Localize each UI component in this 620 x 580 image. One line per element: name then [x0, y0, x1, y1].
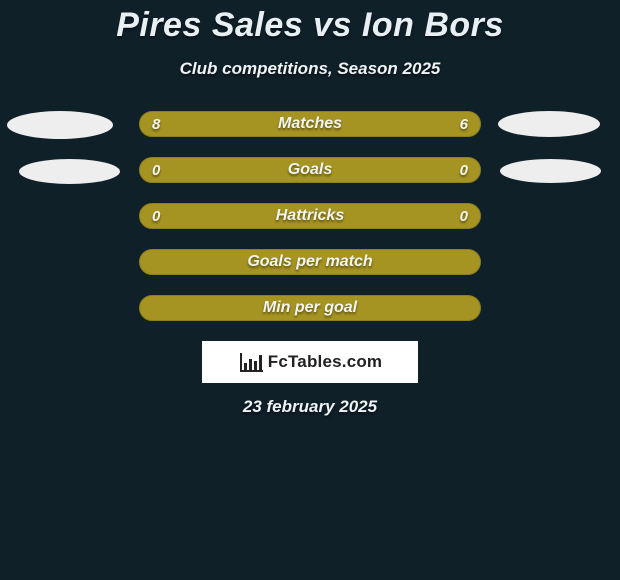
comparison-card: Pires Sales vs Ion Bors Club competition…	[0, 0, 620, 417]
left-player-ellipse	[7, 111, 113, 139]
attribution-box: FcTables.com	[202, 341, 418, 383]
stat-left-value: 0	[152, 204, 160, 230]
stat-row: Min per goal	[0, 295, 620, 321]
stat-pill-hattricks: 0 Hattricks 0	[139, 203, 481, 229]
stat-label: Min per goal	[263, 299, 357, 317]
attribution-text: FcTables.com	[268, 352, 383, 372]
page-subtitle: Club competitions, Season 2025	[0, 59, 620, 79]
right-player-ellipse	[498, 111, 600, 137]
page-title: Pires Sales vs Ion Bors	[0, 0, 620, 45]
stat-left-value: 0	[152, 158, 160, 184]
barchart-icon	[238, 351, 264, 373]
stat-label: Goals per match	[247, 253, 372, 271]
stat-label: Goals	[288, 161, 332, 179]
stat-row: Goals per match	[0, 249, 620, 275]
stats-rows: 8 Matches 6 0 Goals 0 0 Hattricks 0	[0, 111, 620, 321]
stat-pill-goals: 0 Goals 0	[139, 157, 481, 183]
stat-pill-min-per-goal: Min per goal	[139, 295, 481, 321]
stat-right-value: 6	[460, 112, 468, 138]
stat-pill-matches: 8 Matches 6	[139, 111, 481, 137]
date-label: 23 february 2025	[0, 397, 620, 417]
right-player-ellipse	[500, 159, 601, 183]
stat-right-value: 0	[460, 204, 468, 230]
stat-row: 8 Matches 6	[0, 111, 620, 137]
stat-row: 0 Goals 0	[0, 157, 620, 183]
left-player-ellipse	[19, 159, 120, 184]
stat-pill-goals-per-match: Goals per match	[139, 249, 481, 275]
stat-label: Hattricks	[276, 207, 344, 225]
stat-left-value: 8	[152, 112, 160, 138]
stat-right-value: 0	[460, 158, 468, 184]
stat-row: 0 Hattricks 0	[0, 203, 620, 229]
stat-label: Matches	[278, 115, 342, 133]
